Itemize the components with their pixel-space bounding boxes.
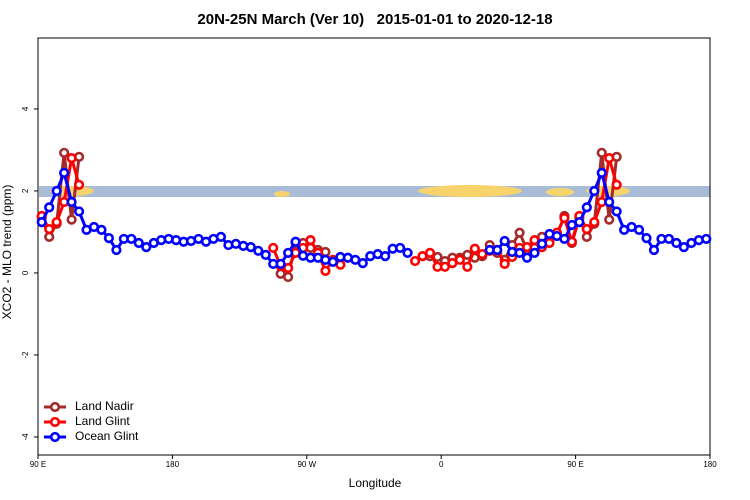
data-point bbox=[559, 233, 570, 245]
data-point bbox=[641, 232, 652, 244]
data-point bbox=[73, 179, 85, 190]
y-tick-label: 4 bbox=[21, 106, 30, 111]
y-tick-label: 0 bbox=[21, 270, 30, 275]
data-point bbox=[402, 247, 413, 258]
data-point bbox=[283, 247, 294, 258]
x-tick-label: 180 bbox=[166, 460, 180, 469]
data-point bbox=[51, 217, 62, 228]
legend-marker bbox=[49, 431, 61, 443]
x-tick-label: 90 E bbox=[567, 460, 583, 469]
chart-title: 20N-25N March (Ver 10) 2015-01-01 to 202… bbox=[197, 11, 552, 28]
data-point bbox=[36, 217, 47, 228]
data-point bbox=[268, 242, 279, 254]
data-point bbox=[663, 233, 675, 245]
data-point bbox=[589, 217, 600, 228]
data-point bbox=[581, 202, 592, 213]
data-point bbox=[521, 242, 533, 253]
data-point bbox=[581, 223, 592, 235]
data-point bbox=[462, 261, 473, 272]
data-point bbox=[66, 153, 77, 164]
data-point bbox=[44, 231, 55, 242]
data-point bbox=[514, 227, 525, 238]
data-point bbox=[327, 256, 339, 267]
data-point bbox=[529, 235, 540, 246]
data-point bbox=[283, 271, 294, 283]
legend-label: Land Nadir bbox=[75, 399, 134, 413]
data-point bbox=[51, 185, 62, 197]
data-point bbox=[59, 167, 70, 178]
data-point bbox=[357, 258, 368, 269]
x-axis-label: Longitude bbox=[349, 476, 402, 490]
y-tick-label: 2 bbox=[21, 188, 30, 193]
data-point bbox=[581, 231, 592, 242]
data-point bbox=[283, 262, 294, 274]
data-point bbox=[514, 247, 525, 258]
data-point bbox=[536, 238, 548, 249]
data-point bbox=[66, 196, 77, 208]
data-point bbox=[59, 147, 70, 158]
data-point bbox=[499, 258, 510, 270]
legend-marker bbox=[49, 416, 61, 428]
data-point bbox=[409, 255, 421, 267]
data-point bbox=[648, 244, 660, 256]
data-point bbox=[529, 247, 540, 258]
legend-label: Ocean Glint bbox=[75, 429, 139, 443]
y-tick-label: -2 bbox=[21, 351, 30, 359]
data-point bbox=[574, 217, 585, 228]
legend-marker bbox=[49, 401, 61, 413]
data-point bbox=[671, 237, 682, 249]
data-point bbox=[126, 233, 137, 245]
data-point bbox=[395, 242, 406, 254]
data-point bbox=[596, 147, 607, 158]
data-point bbox=[611, 206, 622, 217]
legend-label: Land Glint bbox=[75, 414, 130, 428]
y-axis-label: XCO2 - MLO trend (ppm) bbox=[0, 185, 14, 320]
x-tick-label: 90 E bbox=[30, 460, 46, 469]
data-point bbox=[260, 249, 271, 261]
data-point bbox=[678, 242, 689, 253]
x-tick-label: 0 bbox=[439, 460, 444, 469]
data-point bbox=[611, 179, 622, 190]
data-point bbox=[701, 233, 712, 245]
data-point bbox=[66, 214, 77, 225]
data-point bbox=[633, 224, 645, 235]
data-point bbox=[454, 254, 465, 265]
x-tick-label: 180 bbox=[703, 460, 717, 469]
data-point bbox=[604, 214, 615, 225]
data-point bbox=[245, 242, 256, 253]
data-point bbox=[604, 153, 615, 164]
data-point bbox=[320, 265, 331, 276]
data-point bbox=[589, 185, 600, 197]
plot-frame bbox=[37, 37, 711, 456]
data-point bbox=[604, 196, 615, 208]
data-point bbox=[141, 242, 152, 253]
data-point bbox=[275, 258, 286, 270]
data-point bbox=[111, 244, 122, 256]
data-point bbox=[44, 223, 55, 235]
data-point bbox=[103, 232, 115, 244]
data-point bbox=[253, 245, 264, 256]
data-point bbox=[73, 206, 85, 217]
data-point bbox=[380, 251, 391, 262]
data-point bbox=[290, 236, 301, 247]
data-point bbox=[44, 202, 55, 213]
data-point bbox=[559, 212, 570, 224]
data-point bbox=[96, 224, 107, 235]
data-point bbox=[133, 237, 144, 249]
y-tick-label: -4 bbox=[21, 433, 30, 441]
data-point bbox=[521, 252, 533, 263]
x-tick-label: 90 W bbox=[297, 460, 316, 469]
data-point bbox=[305, 235, 316, 246]
map-strip bbox=[39, 185, 710, 197]
data-point bbox=[469, 243, 480, 254]
data-point bbox=[439, 261, 451, 272]
data-point bbox=[492, 244, 503, 256]
data-point bbox=[596, 167, 607, 178]
data-point bbox=[424, 247, 436, 258]
data-point bbox=[215, 231, 227, 242]
data-point bbox=[499, 235, 510, 247]
